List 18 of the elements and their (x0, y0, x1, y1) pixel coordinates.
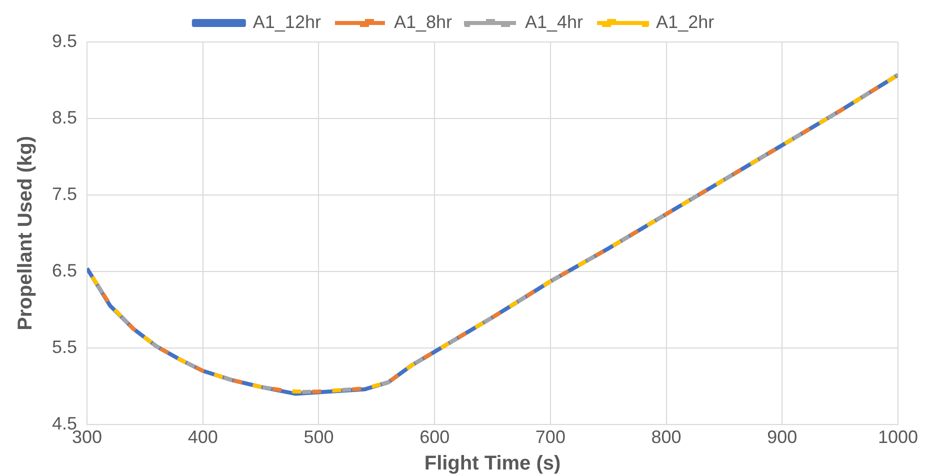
y-tick-label: 5.5 (52, 336, 78, 357)
x-tick-label: 1000 (878, 427, 918, 448)
x-tick-label: 900 (767, 427, 798, 448)
y-tick-label: 8.5 (52, 107, 78, 128)
x-tick-label: 500 (304, 427, 334, 448)
y-tick-label: 6.5 (52, 260, 78, 280)
x-axis-title: Flight Time (s) (424, 452, 561, 475)
legend-label: A1_2hr (656, 12, 714, 32)
y-axis-title: Propellant Used (kg) (14, 136, 37, 330)
x-tick-label: 800 (651, 427, 682, 448)
y-tick-label: 9.5 (52, 30, 78, 51)
legend-label: A1_4hr (525, 12, 584, 32)
x-tick-label: 700 (535, 427, 566, 448)
x-tick-label: 600 (420, 427, 450, 448)
legend-label: A1_8hr (394, 12, 452, 32)
legend-label: A1_12hr (252, 12, 321, 32)
y-tick-label: 7.5 (52, 184, 78, 204)
x-tick-label: 400 (188, 427, 218, 448)
